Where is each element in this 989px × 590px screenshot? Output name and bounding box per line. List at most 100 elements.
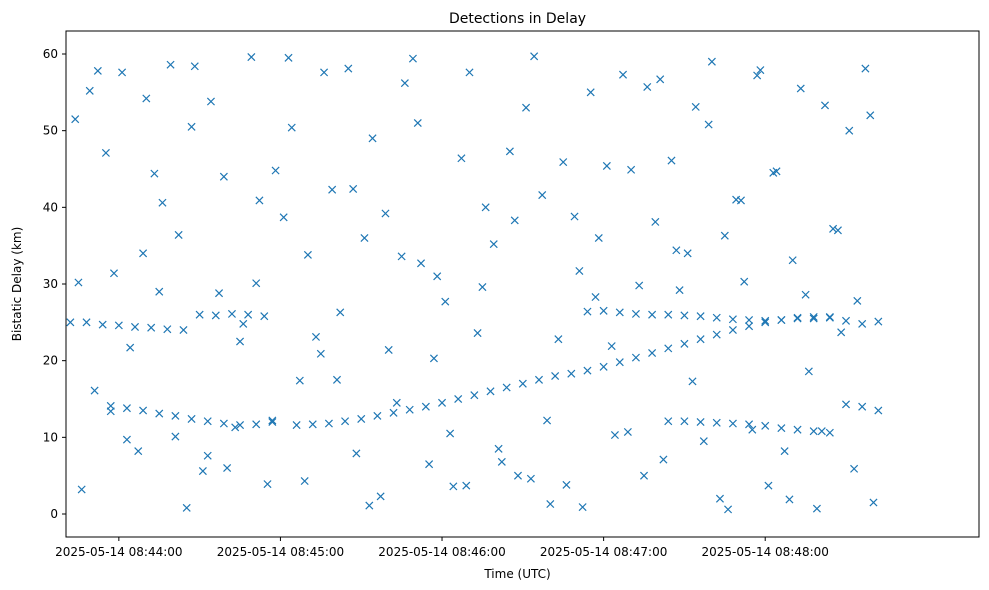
data-point-x-marker — [93, 66, 102, 75]
data-point-x-marker — [71, 115, 80, 124]
data-point-x-marker — [833, 226, 842, 235]
data-point-x-marker — [360, 233, 369, 243]
data-point-x-marker — [562, 480, 571, 489]
data-point-x-marker — [502, 383, 511, 392]
data-point-x-marker — [341, 417, 350, 426]
plot-area-frame — [65, 30, 980, 538]
data-point-x-marker — [728, 315, 737, 324]
data-point-x-marker — [236, 337, 245, 346]
data-point-x-marker — [263, 480, 272, 489]
data-point-x-marker — [376, 492, 385, 501]
data-point-x-marker — [187, 122, 196, 131]
data-point-x-marker — [615, 308, 624, 317]
data-point-x-marker — [543, 416, 552, 425]
data-point-x-marker — [134, 447, 143, 456]
data-point-x-marker — [575, 266, 584, 275]
data-point-x-marker — [618, 70, 628, 79]
data-point-x-marker — [720, 231, 729, 240]
data-point-x-marker — [219, 172, 228, 181]
data-point-x-marker — [570, 212, 579, 221]
data-point-x-marker — [142, 94, 151, 103]
data-point-x-marker — [745, 316, 754, 325]
data-point-x-marker — [874, 317, 883, 326]
data-point-x-marker — [691, 102, 700, 111]
data-point-x-marker — [546, 500, 555, 509]
data-point-x-marker — [82, 318, 91, 327]
data-point-x-marker — [203, 417, 212, 426]
data-point-x-marker — [745, 322, 754, 331]
data-point-x-marker — [429, 354, 438, 363]
data-point-x-marker — [118, 68, 127, 77]
data-point-x-marker — [90, 386, 99, 395]
y-axis-label: Bistatic Delay (km) — [10, 227, 24, 342]
data-point-x-marker — [861, 64, 870, 73]
data-point-x-marker — [809, 427, 818, 436]
data-point-x-marker — [400, 79, 409, 88]
data-point-x-marker — [316, 349, 325, 358]
y-tick-label: 60 — [43, 47, 58, 61]
data-point-x-marker — [728, 419, 737, 428]
data-point-x-marker — [817, 427, 826, 436]
data-point-x-marker — [190, 62, 199, 71]
data-point-x-marker — [352, 449, 361, 458]
data-point-x-marker — [311, 332, 321, 341]
data-point-x-marker — [252, 279, 261, 288]
data-point-x-marker — [465, 68, 474, 77]
data-point-x-marker — [223, 463, 232, 473]
data-point-x-marker — [416, 259, 426, 268]
y-tick-label: 50 — [43, 124, 58, 138]
data-point-x-marker — [793, 313, 802, 322]
data-point-x-marker — [187, 414, 196, 423]
data-point-x-marker — [675, 286, 684, 295]
x-tick-label: 2025-05-14 08:47:00 — [540, 545, 667, 559]
data-point-x-marker — [268, 417, 277, 427]
data-point-x-marker — [777, 316, 786, 325]
data-point-x-marker — [761, 316, 770, 325]
data-point-x-marker — [198, 467, 207, 476]
data-point-x-marker — [688, 377, 697, 386]
data-point-x-marker — [122, 404, 131, 413]
data-point-x-marker — [215, 289, 224, 298]
data-point-x-marker — [74, 278, 83, 287]
data-point-x-marker — [648, 310, 657, 319]
data-point-x-marker — [769, 168, 778, 177]
data-point-x-marker — [85, 86, 94, 95]
data-point-x-marker — [780, 447, 789, 456]
data-point-x-marker — [179, 325, 188, 335]
data-point-x-marker — [486, 387, 495, 396]
data-point-x-marker — [236, 421, 245, 430]
data-point-x-marker — [664, 310, 673, 319]
data-point-x-marker — [567, 369, 576, 378]
data-point-x-marker — [788, 256, 797, 265]
data-point-x-marker — [659, 455, 668, 464]
x-tick-label: 2025-05-14 08:48:00 — [701, 545, 828, 559]
data-point-x-marker — [122, 435, 131, 444]
data-point-x-marker — [303, 250, 312, 259]
data-point-x-marker — [615, 358, 624, 367]
x-tick-label: 2025-05-14 08:45:00 — [217, 545, 344, 559]
data-point-x-marker — [707, 57, 716, 66]
data-point-x-marker — [433, 272, 442, 281]
data-point-x-marker — [292, 421, 301, 430]
data-point-x-marker — [344, 64, 353, 73]
data-point-x-marker — [446, 429, 455, 438]
x-tick-label: 2025-05-14 08:44:00 — [55, 545, 182, 559]
data-point-x-marker — [324, 419, 333, 428]
data-point-x-marker — [809, 312, 818, 321]
data-point-x-marker — [336, 308, 345, 317]
data-point-x-marker — [639, 471, 649, 480]
data-point-x-marker — [736, 196, 745, 205]
data-point-x-marker — [510, 216, 519, 225]
data-point-x-marker — [853, 296, 862, 305]
data-point-x-marker — [166, 60, 175, 69]
data-point-x-marker — [441, 297, 450, 306]
chart-title: Detections in Delay — [449, 11, 586, 27]
data-point-x-marker — [255, 196, 264, 205]
data-point-x-marker — [392, 398, 401, 407]
data-point-x-marker — [227, 309, 236, 318]
data-point-x-marker — [66, 318, 75, 327]
data-point-x-marker — [680, 311, 689, 320]
data-point-x-marker — [845, 126, 854, 135]
data-point-x-marker — [126, 343, 135, 352]
data-point-x-marker — [494, 444, 503, 453]
